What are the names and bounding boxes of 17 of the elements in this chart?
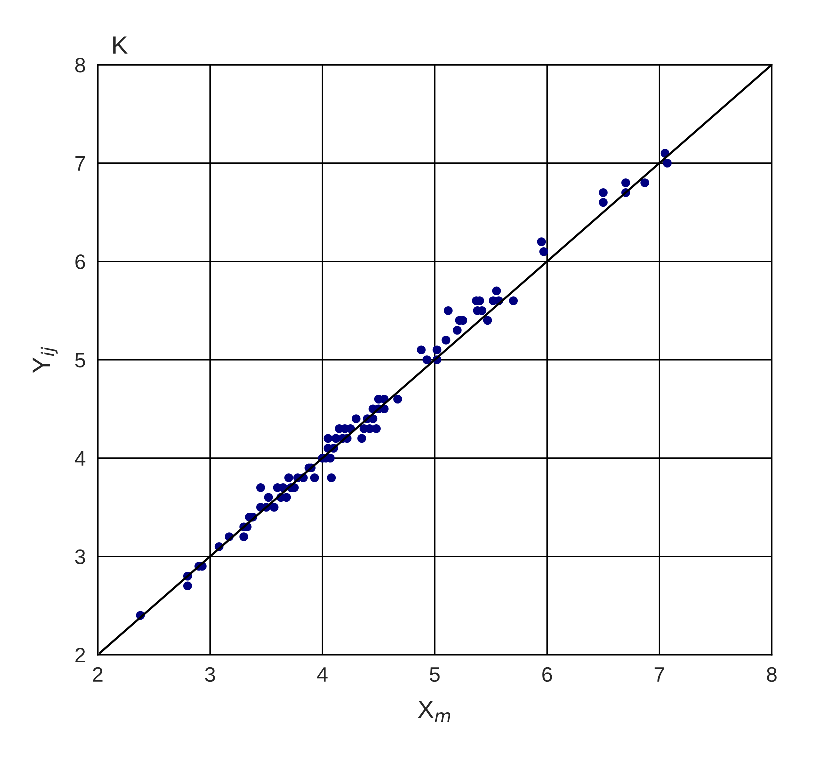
y-tick-label: 8 (76, 58, 86, 73)
y-tick-label: 4 (75, 452, 86, 466)
y-tick-label: 3 (75, 550, 86, 564)
x-tick-label: 2 (93, 667, 103, 682)
y-axis-title: Y$_{ij}$ (32, 347, 58, 374)
chart-title: K (114, 36, 128, 54)
y-tick-label: 6 (76, 254, 86, 270)
x-tick-label: 4 (317, 668, 328, 682)
y-tick-label: 7 (76, 156, 86, 171)
x-tick-label: 5 (430, 668, 440, 682)
y-tick-label: 2 (76, 648, 86, 663)
x-tick-label: 8 (767, 667, 777, 682)
x-tick-label: 7 (654, 668, 664, 682)
x-tick-label: 6 (542, 667, 552, 682)
x-axis-title: X$_{m}$ (418, 700, 450, 722)
x-tick-label: 3 (205, 667, 216, 682)
y-tick-label: 5 (75, 353, 86, 368)
